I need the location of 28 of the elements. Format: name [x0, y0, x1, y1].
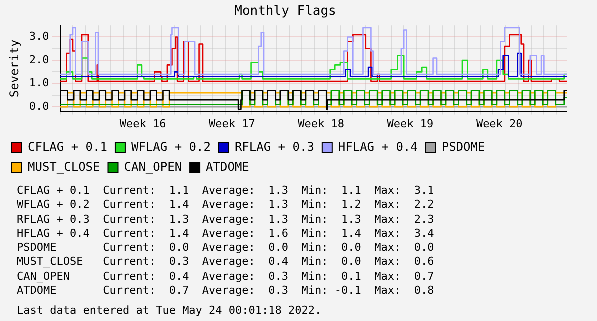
- text: ATDOME Current: 0.7 Average: 0.3 Min: -0.1 Max: 0.8: [17, 284, 434, 298]
- text: CAN_OPEN Current: 0.4 Average: 0.3 Min: 0.1 Max: 0.7: [17, 270, 434, 284]
- text: HFLAG + 0.4 Current: 1.4 Average: 1.6 Min: 1.4 Max: 3.4: [17, 226, 434, 242]
- y-tick-label: 0.0: [29, 100, 50, 113]
- y-axis-title: Severity: [7, 40, 22, 98]
- y-tick-label: 2.0: [29, 53, 50, 66]
- text: WFLAG + 0.2 Current: 1.4 Average: 1.3 Min: 1.2 Max: 2.2: [17, 198, 434, 213]
- x-tick-label: Week 18: [298, 117, 345, 130]
- x-tick-label: Week 20: [476, 117, 523, 130]
- x-tick-label: Week 16: [120, 117, 166, 130]
- legend-label: CFLAG + 0.1: [28, 140, 108, 154]
- x-tick-label: Week 17: [209, 117, 256, 130]
- legend-label: CAN_OPEN: [124, 160, 182, 174]
- text: PSDOME Current: 0.0 Average: 0.0 Min: 0.0 Max: 0.0: [17, 241, 434, 256]
- legend-label: WFLAG + 0.2: [131, 140, 211, 154]
- text: CFLAG + 0.1 Current: 1.1 Average: 1.3 Min: 1.1 Max: 3.1: [17, 184, 434, 198]
- y-tick-label: 3.0: [29, 30, 50, 44]
- legend-label: RFLAG + 0.3: [234, 140, 314, 154]
- legend-label: HFLAG + 0.4: [338, 140, 418, 154]
- legend-label: PSDOME: [442, 140, 486, 154]
- text: MUST_CLOSE Current: 0.3 Average: 0.4 Min: 0.0 Max: 0.6: [17, 255, 434, 270]
- text: Last data entered at Tue May 24 00:01:18 2022.: [17, 304, 323, 319]
- y-tick-label: 1.0: [29, 76, 50, 90]
- text: RFLAG + 0.3 Current: 1.3 Average: 1.3 Min: 1.3 Max: 2.3: [17, 212, 434, 227]
- legend-label: MUST_CLOSE: [28, 160, 100, 174]
- legend-label: ATDOME: [206, 160, 250, 174]
- x-tick-label: Week 19: [387, 117, 434, 130]
- chart-title: Monthly Flags: [234, 4, 336, 20]
